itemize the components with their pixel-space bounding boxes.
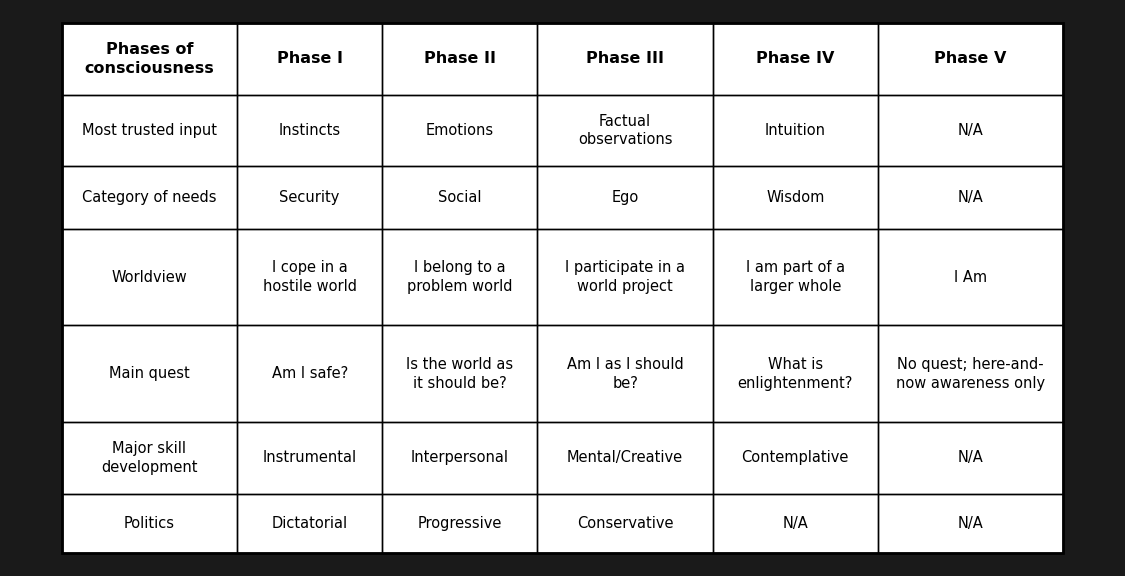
Text: N/A: N/A — [957, 516, 983, 531]
Bar — [382, 422, 538, 494]
Text: Is the world as
it should be?: Is the world as it should be? — [406, 357, 513, 391]
Bar — [62, 422, 237, 494]
Bar — [237, 494, 382, 553]
Text: Am I as I should
be?: Am I as I should be? — [567, 357, 684, 391]
Bar — [878, 325, 1063, 422]
Bar — [712, 422, 878, 494]
Text: Phase V: Phase V — [935, 51, 1007, 66]
Text: I participate in a
world project: I participate in a world project — [565, 260, 685, 294]
Bar — [237, 166, 382, 229]
Text: N/A: N/A — [957, 450, 983, 465]
Bar — [712, 325, 878, 422]
Bar — [62, 23, 1063, 553]
Text: What is
enlightenment?: What is enlightenment? — [738, 357, 853, 391]
Text: Security: Security — [279, 190, 340, 205]
Text: Main quest: Main quest — [109, 366, 190, 381]
Text: Dictatorial: Dictatorial — [271, 516, 348, 531]
Text: Intuition: Intuition — [765, 123, 826, 138]
Bar — [237, 325, 382, 422]
Bar — [878, 23, 1063, 94]
Text: Contemplative: Contemplative — [741, 450, 849, 465]
Bar — [538, 94, 712, 166]
Text: Worldview: Worldview — [111, 270, 188, 285]
Text: Social: Social — [438, 190, 482, 205]
Bar — [237, 422, 382, 494]
Bar — [712, 229, 878, 325]
Bar — [382, 325, 538, 422]
Bar — [712, 23, 878, 94]
Text: Wisdom: Wisdom — [766, 190, 825, 205]
Bar — [878, 422, 1063, 494]
Text: Factual
observations: Factual observations — [578, 114, 673, 147]
Text: No quest; here-and-
now awareness only: No quest; here-and- now awareness only — [896, 357, 1045, 391]
Bar — [382, 494, 538, 553]
Bar — [878, 494, 1063, 553]
Bar — [237, 94, 382, 166]
Text: Mental/Creative: Mental/Creative — [567, 450, 683, 465]
Text: Major skill
development: Major skill development — [101, 441, 198, 475]
Bar — [382, 229, 538, 325]
Bar — [712, 94, 878, 166]
Text: Emotions: Emotions — [425, 123, 494, 138]
Text: Phase I: Phase I — [277, 51, 343, 66]
Bar — [62, 23, 237, 94]
Text: Politics: Politics — [124, 516, 176, 531]
Text: I cope in a
hostile world: I cope in a hostile world — [262, 260, 357, 294]
Bar — [382, 23, 538, 94]
Bar — [237, 229, 382, 325]
Bar — [712, 166, 878, 229]
Bar — [62, 325, 237, 422]
Text: N/A: N/A — [782, 516, 808, 531]
Text: Interpersonal: Interpersonal — [411, 450, 508, 465]
Text: Phase IV: Phase IV — [756, 51, 835, 66]
Text: I belong to a
problem world: I belong to a problem world — [407, 260, 513, 294]
Text: I Am: I Am — [954, 270, 987, 285]
Bar — [538, 23, 712, 94]
Text: Category of needs: Category of needs — [82, 190, 217, 205]
Text: N/A: N/A — [957, 123, 983, 138]
Text: Instrumental: Instrumental — [262, 450, 357, 465]
Bar — [712, 494, 878, 553]
Text: Phases of
consciousness: Phases of consciousness — [84, 42, 215, 75]
Text: Conservative: Conservative — [577, 516, 674, 531]
Text: N/A: N/A — [957, 190, 983, 205]
Bar — [538, 325, 712, 422]
Bar — [538, 229, 712, 325]
Bar — [538, 494, 712, 553]
Bar — [878, 229, 1063, 325]
Bar — [538, 166, 712, 229]
Bar — [62, 229, 237, 325]
Text: Am I safe?: Am I safe? — [271, 366, 348, 381]
Bar — [62, 94, 237, 166]
Text: Progressive: Progressive — [417, 516, 502, 531]
Bar — [62, 494, 237, 553]
Bar — [237, 23, 382, 94]
Bar — [382, 94, 538, 166]
Bar — [62, 166, 237, 229]
Text: Phase II: Phase II — [424, 51, 496, 66]
Text: I am part of a
larger whole: I am part of a larger whole — [746, 260, 845, 294]
Text: Phase III: Phase III — [586, 51, 664, 66]
Bar — [62, 23, 1063, 553]
Text: Most trusted input: Most trusted input — [82, 123, 217, 138]
Bar — [878, 94, 1063, 166]
Bar — [538, 422, 712, 494]
Bar — [878, 166, 1063, 229]
Bar — [382, 166, 538, 229]
Text: Instincts: Instincts — [279, 123, 341, 138]
Text: Ego: Ego — [612, 190, 639, 205]
